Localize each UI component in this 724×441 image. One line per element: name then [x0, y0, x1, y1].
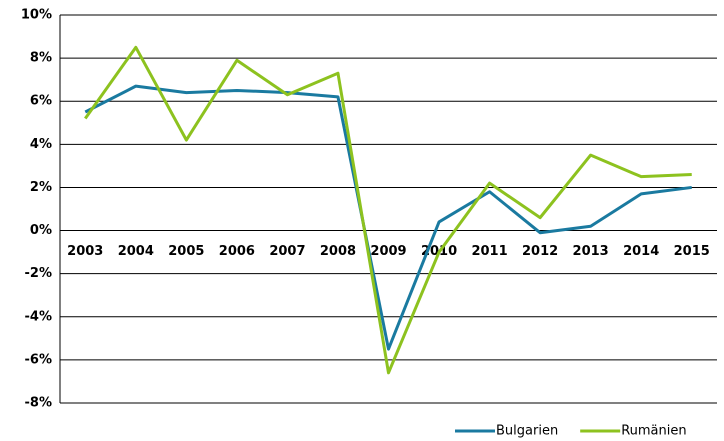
y-tick-label: -4%: [25, 309, 52, 324]
x-tick-label: 2014: [623, 244, 659, 259]
x-tick-label: 2009: [370, 244, 406, 259]
line-series: [84, 84, 692, 351]
x-tick-label: 2004: [118, 244, 154, 259]
y-tick-label: -8%: [25, 396, 52, 411]
x-tick-label: 2011: [471, 244, 507, 259]
y-tick-label: 4%: [30, 137, 52, 152]
x-tick-label: 2003: [67, 244, 103, 259]
y-tick-label: -6%: [25, 352, 52, 367]
x-tick-label: 2007: [269, 244, 305, 259]
y-tick-label: -2%: [25, 266, 52, 281]
legend-label: Bulgarien: [496, 424, 558, 439]
y-tick-label: 8%: [30, 51, 52, 66]
y-tick-label: 0%: [30, 223, 52, 238]
y-tick-label: 2%: [30, 180, 52, 195]
x-tick-label: 2005: [168, 244, 204, 259]
x-tick-label: 2013: [573, 244, 609, 259]
x-tick-label: 2008: [320, 244, 356, 259]
x-tick-label: 2012: [522, 244, 558, 259]
y-tick-label: 6%: [30, 94, 52, 109]
line-series: [84, 45, 692, 375]
y-tick-label: 10%: [21, 8, 52, 23]
x-tick-label: 2006: [219, 244, 255, 259]
x-tick-label: 2015: [674, 244, 710, 259]
legend-label: Rumänien: [621, 424, 686, 439]
